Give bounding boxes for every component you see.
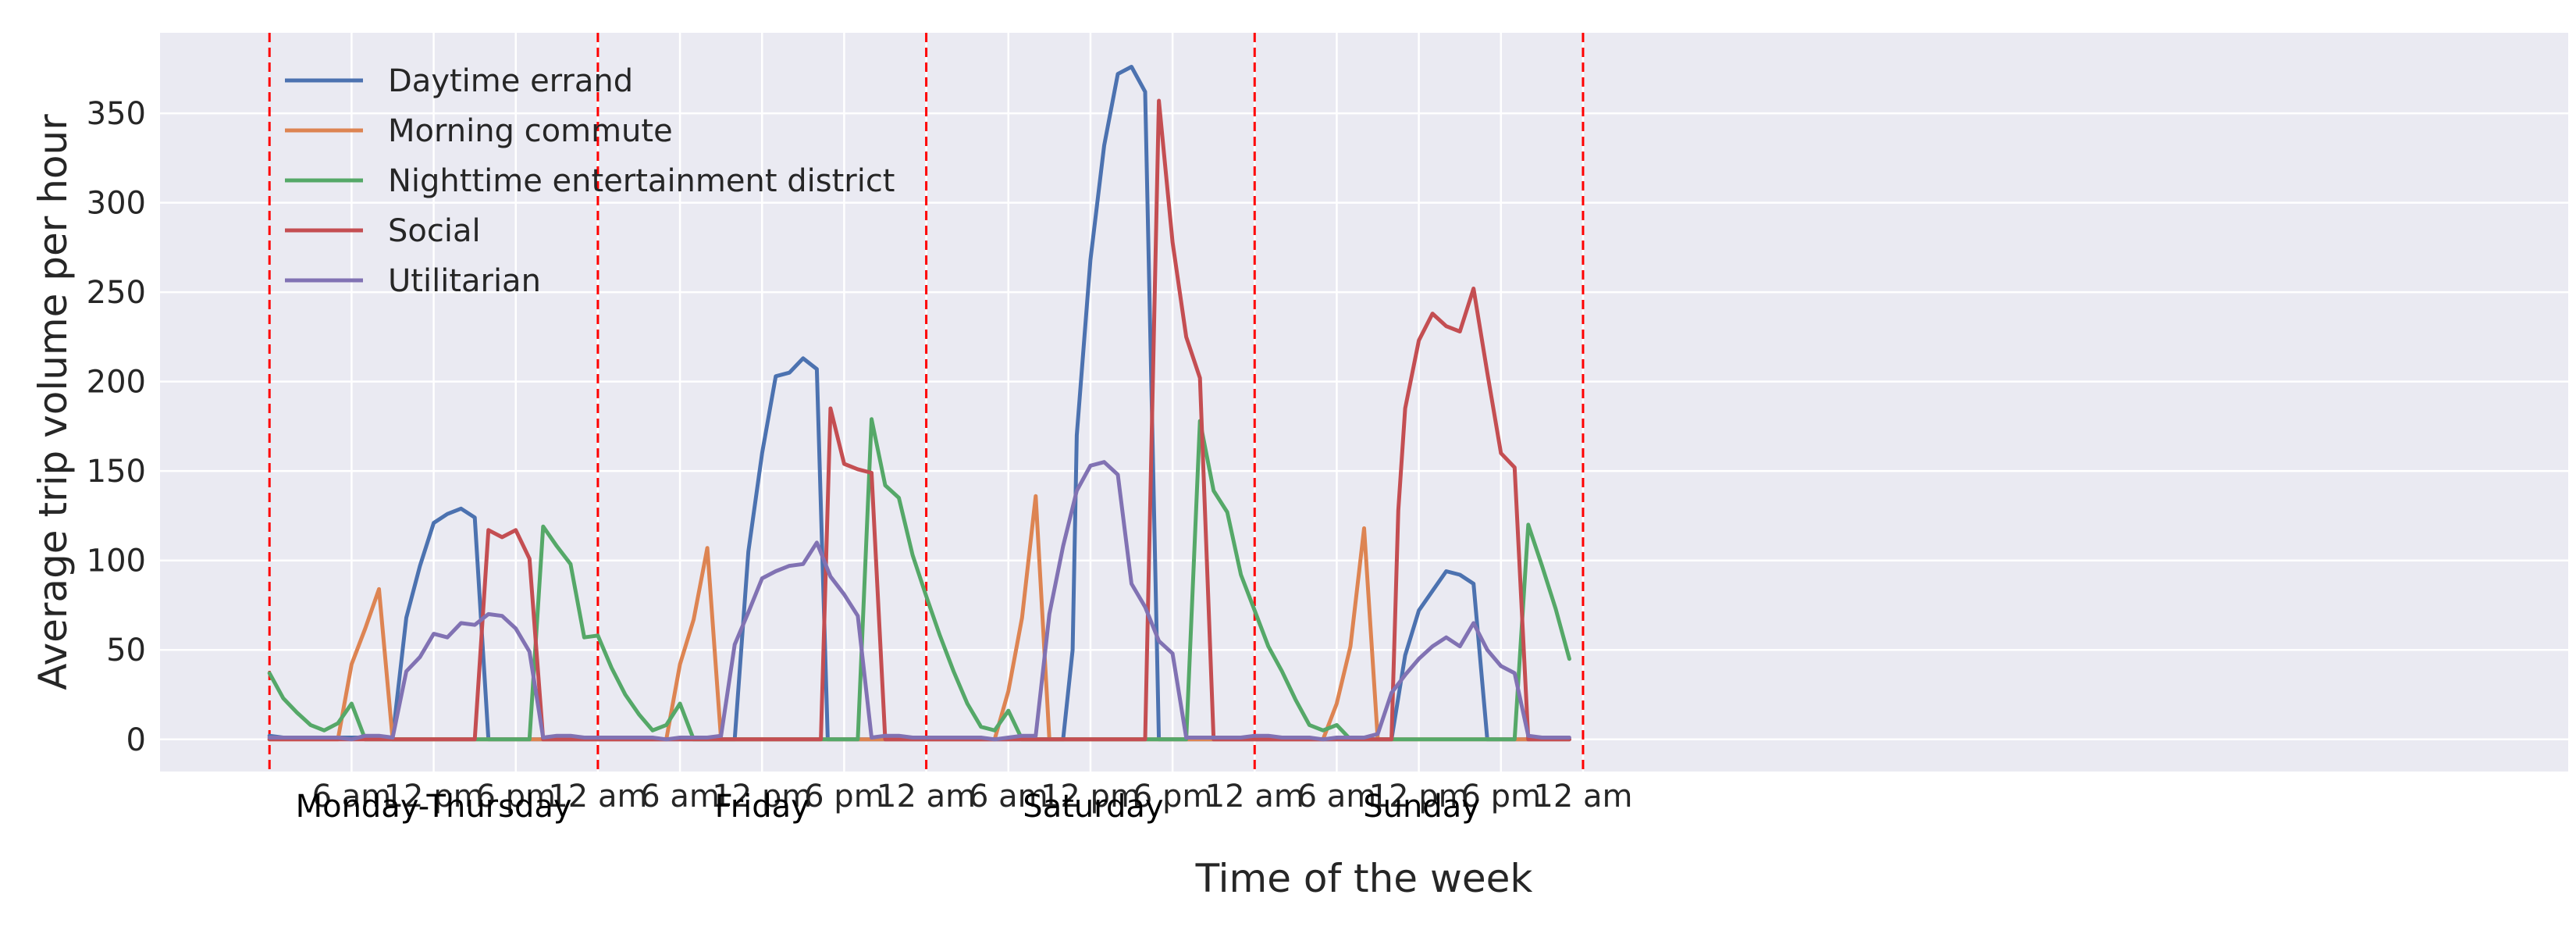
day-label: Saturday xyxy=(1023,789,1163,825)
legend-label: Social xyxy=(388,213,481,249)
x-tick-label: 12 am xyxy=(1205,779,1304,814)
x-tick-label: 12 pm xyxy=(712,779,812,814)
plot-background xyxy=(160,33,2568,772)
series-line-utilitarian xyxy=(267,460,1571,742)
x-tick-label: 6 pm xyxy=(475,779,556,814)
y-tick-label: 150 xyxy=(87,454,146,490)
y-axis-title: Average trip volume per hour xyxy=(30,114,76,690)
day-label: Friday xyxy=(715,789,809,825)
x-tick-label: 12 am xyxy=(877,779,976,814)
x-tick-label: 6 am xyxy=(312,779,392,814)
legend-label: Utilitarian xyxy=(388,263,541,299)
x-tick-label: 6 am xyxy=(640,779,720,814)
day-label: Sunday xyxy=(1363,789,1480,825)
y-tick-label: 100 xyxy=(87,544,146,579)
legend-label: Daytime errand xyxy=(388,63,633,99)
x-tick-label: 12 pm xyxy=(1369,779,1469,814)
x-tick-label: 6 pm xyxy=(804,779,884,814)
x-tick-label: 12 am xyxy=(1533,779,1632,814)
day-label: Monday-Thursday xyxy=(296,789,572,825)
x-tick-label: 6 am xyxy=(1297,779,1377,814)
x-axis-title: Time of the week xyxy=(1195,856,1533,901)
y-tick-label: 0 xyxy=(126,722,146,758)
x-tick-label: 6 pm xyxy=(1461,779,1542,814)
y-tick-label: 200 xyxy=(87,365,146,401)
x-tick-label: 12 am xyxy=(548,779,647,814)
x-tick-label: 6 pm xyxy=(1133,779,1213,814)
legend-label: Morning commute xyxy=(388,113,673,149)
legend-label: Nighttime entertainment district xyxy=(388,163,895,199)
y-tick-label: 50 xyxy=(106,633,146,668)
x-tick-label: 12 pm xyxy=(1041,779,1140,814)
x-tick-label: 6 am xyxy=(969,779,1048,814)
y-tick-label: 300 xyxy=(87,186,146,222)
x-tick-label: 12 pm xyxy=(384,779,484,814)
y-tick-label: 350 xyxy=(87,96,146,132)
y-tick-label: 250 xyxy=(87,275,146,311)
